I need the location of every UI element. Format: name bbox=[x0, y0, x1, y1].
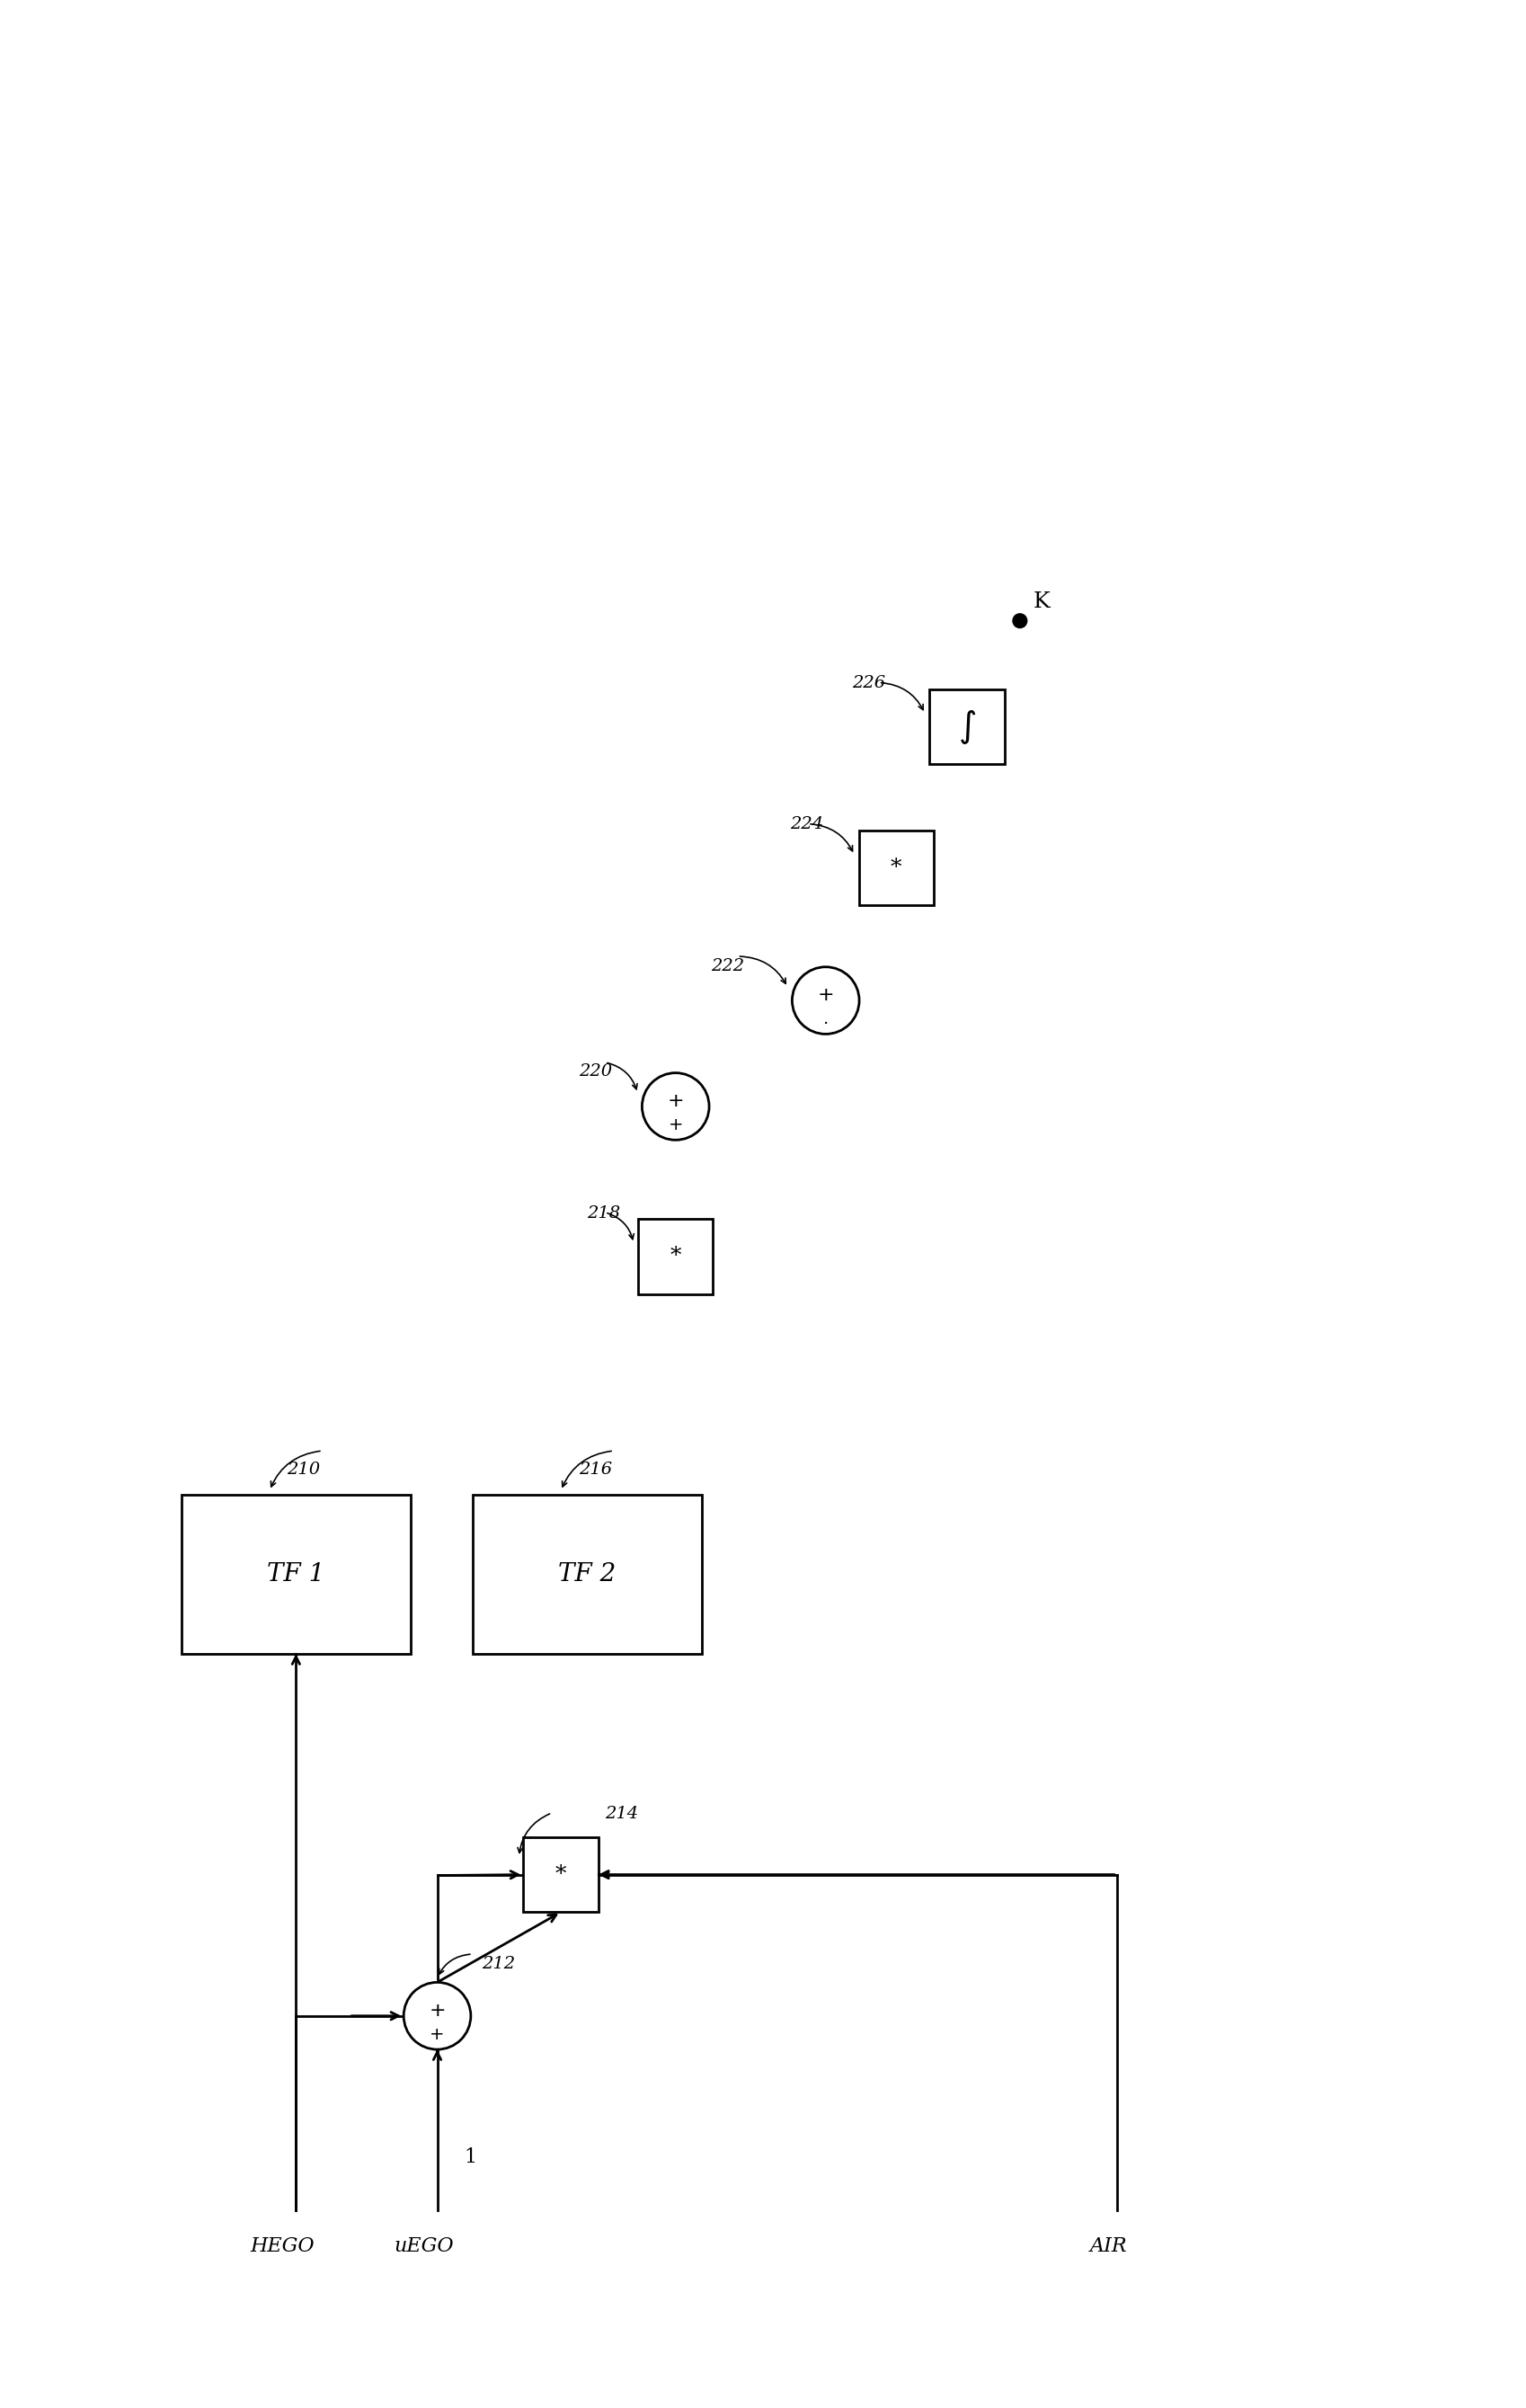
Text: .: . bbox=[823, 1011, 829, 1028]
Text: 224: 224 bbox=[790, 816, 824, 833]
Text: TF 2: TF 2 bbox=[559, 1563, 617, 1587]
Text: +: + bbox=[429, 2001, 446, 2020]
Bar bbox=[859, 831, 934, 905]
Bar bbox=[638, 1218, 713, 1293]
Text: +: + bbox=[667, 1093, 684, 1110]
Text: *: * bbox=[670, 1247, 681, 1267]
Text: 216: 216 bbox=[578, 1462, 612, 1476]
Circle shape bbox=[404, 1982, 472, 2049]
Text: *: * bbox=[891, 857, 902, 879]
Circle shape bbox=[1013, 614, 1027, 628]
Text: 218: 218 bbox=[588, 1204, 621, 1221]
Bar bbox=[182, 1495, 410, 1654]
Text: TF 1: TF 1 bbox=[267, 1563, 325, 1587]
Bar bbox=[473, 1495, 702, 1654]
Text: K: K bbox=[1033, 592, 1050, 612]
Text: HEGO: HEGO bbox=[250, 2237, 314, 2256]
Text: 1: 1 bbox=[464, 2148, 476, 2167]
Text: +: + bbox=[668, 1117, 684, 1134]
Circle shape bbox=[642, 1074, 710, 1139]
Bar bbox=[929, 689, 1004, 763]
Text: $\int$: $\int$ bbox=[958, 708, 977, 746]
Text: 210: 210 bbox=[287, 1462, 320, 1476]
Text: +: + bbox=[818, 987, 835, 1004]
Text: uEGO: uEGO bbox=[394, 2237, 453, 2256]
Text: 226: 226 bbox=[852, 674, 885, 691]
Text: 214: 214 bbox=[604, 1806, 638, 1820]
Circle shape bbox=[792, 968, 859, 1033]
Text: 222: 222 bbox=[711, 958, 745, 973]
Text: 220: 220 bbox=[578, 1064, 612, 1079]
Text: +: + bbox=[430, 2025, 444, 2042]
Text: AIR: AIR bbox=[1090, 2237, 1126, 2256]
Text: *: * bbox=[555, 1864, 566, 1885]
Bar bbox=[523, 1837, 598, 1912]
Text: 212: 212 bbox=[481, 1955, 514, 1972]
